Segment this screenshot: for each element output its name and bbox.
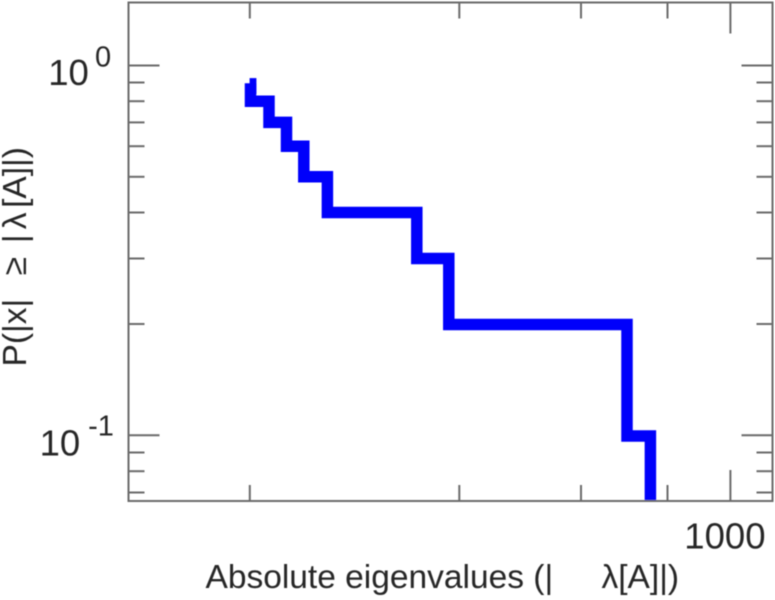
svg-text:[A]|): [A]|) xyxy=(0,147,34,208)
svg-text:1000: 1000 xyxy=(684,515,765,556)
svg-text:|: | xyxy=(0,234,34,243)
svg-text:λ[A]|): λ[A]|) xyxy=(602,559,680,596)
svg-text:10: 10 xyxy=(40,423,81,464)
svg-text:P(|x|: P(|x| xyxy=(0,299,34,367)
svg-text:≥: ≥ xyxy=(0,257,34,275)
svg-text:10: 10 xyxy=(48,52,89,93)
svg-text:0: 0 xyxy=(95,41,111,73)
svg-text:-1: -1 xyxy=(88,411,114,443)
svg-text:Absolute eigenvalues (|: Absolute eigenvalues (| xyxy=(206,559,554,596)
svg-text:λ: λ xyxy=(0,212,34,229)
